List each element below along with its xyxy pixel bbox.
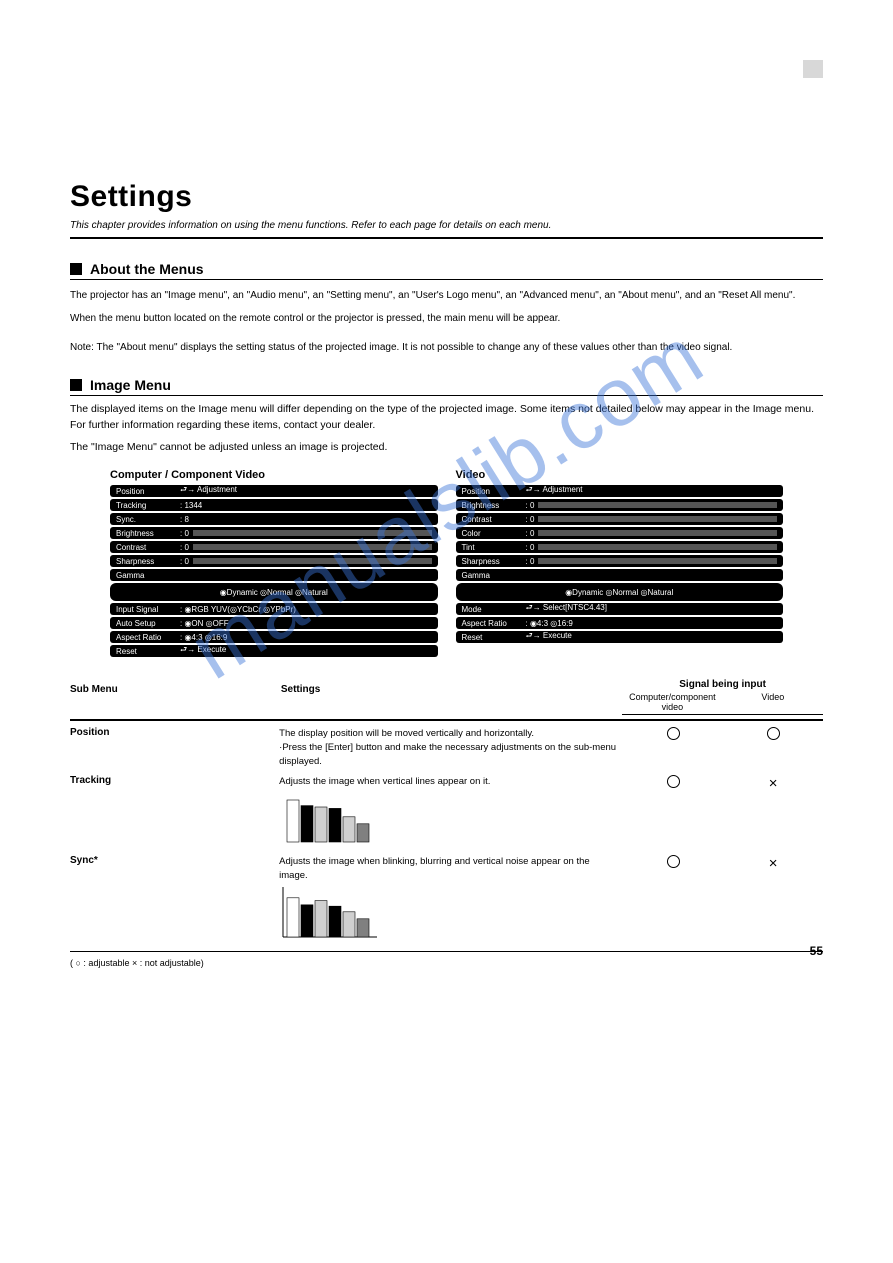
section-head-about: About the Menus xyxy=(70,261,823,277)
osd-row: Sharpness: 0 xyxy=(456,555,784,567)
th-menu: Sub Menu xyxy=(70,684,118,695)
panel-title-video: Video xyxy=(456,469,784,481)
section-head-image: Image Menu xyxy=(70,377,823,393)
osd-row: Brightness: 0 xyxy=(456,499,784,511)
table-head: Sub Menu Settings Signal being input Com… xyxy=(70,675,823,721)
main-title: Settings xyxy=(70,180,823,214)
table-row: PositionThe display position will be mov… xyxy=(70,721,823,768)
osd-row: Gamma xyxy=(456,569,784,581)
section-label-image: Image Menu xyxy=(90,377,171,393)
about-text1: The projector has an "Image menu", an "A… xyxy=(70,288,823,303)
osd-row: Auto Setup: ◉ON ◎OFF xyxy=(110,617,438,629)
osd-row: Aspect Ratio: ◉4:3 ◎16:9 xyxy=(110,631,438,643)
image-lead2: The "Image Menu" cannot be adjusted unle… xyxy=(70,440,823,456)
osd-row: Mode⮐→ Select[NTSC4.43] xyxy=(456,603,784,615)
osd-row: Aspect Ratio: ◉4:3 ◎16:9 xyxy=(456,617,784,629)
subtitle: This chapter provides information on usi… xyxy=(70,220,823,231)
cell-setting: Adjusts the image when vertical lines ap… xyxy=(279,769,624,850)
cell-signal-computer xyxy=(624,849,724,943)
osd-row: Gamma xyxy=(110,569,438,581)
panel-video: Video Position⮐→ Adjustment Brightness: 0… xyxy=(456,469,784,659)
cell-setting: Adjusts the image when blinking, blurrin… xyxy=(279,849,624,943)
osd-row: ◉Dynamic ◎Normal ◎Natural xyxy=(456,583,784,601)
osd-row: Reset⮐→ Execute xyxy=(456,631,784,643)
circle-icon xyxy=(767,727,780,740)
osd-panel-computer: Position⮐→ Adjustment Tracking: 1344 Sync.… xyxy=(110,485,438,657)
cell-menu: Sync* xyxy=(70,849,279,943)
osd-row: Position⮐→ Adjustment xyxy=(110,485,438,497)
cross-icon: × xyxy=(769,855,778,872)
cell-signal-video xyxy=(723,721,823,768)
bar-chart-icon xyxy=(279,792,379,844)
osd-panel-video: Position⮐→ Adjustment Brightness: 0 Contra… xyxy=(456,485,784,643)
osd-row: Contrast: 0 xyxy=(110,541,438,553)
osd-row: Contrast: 0 xyxy=(456,513,784,525)
osd-row: Sync.: 8 xyxy=(110,513,438,525)
section-box-icon xyxy=(70,263,82,275)
table-bottom-rule xyxy=(70,951,823,952)
settings-table: Sub Menu Settings Signal being input Com… xyxy=(70,675,823,968)
table-body: PositionThe display position will be mov… xyxy=(70,721,823,952)
section-rule-image xyxy=(70,395,823,396)
image-lead1: The displayed items on the Image menu wi… xyxy=(70,402,823,434)
th-vid: Video xyxy=(723,690,823,714)
cell-menu: Tracking xyxy=(70,769,279,850)
osd-row: Sharpness: 0 xyxy=(110,555,438,567)
page-tab xyxy=(803,60,823,78)
cross-icon: × xyxy=(769,775,778,792)
circle-icon xyxy=(667,775,680,788)
osd-row: Tint: 0 xyxy=(456,541,784,553)
cell-setting: The display position will be moved verti… xyxy=(279,721,624,768)
title-rule xyxy=(70,237,823,239)
circle-icon xyxy=(667,727,680,740)
section-label-about: About the Menus xyxy=(90,261,204,277)
cell-signal-computer xyxy=(624,769,724,850)
about-text2: When the menu button located on the remo… xyxy=(70,311,823,326)
cell-signal-video: × xyxy=(723,849,823,943)
th-comp: Computer/component video xyxy=(622,690,722,714)
cell-menu: Position xyxy=(70,721,279,768)
table-legend: ( ○ : adjustable × : not adjustable) xyxy=(70,958,823,968)
osd-row: ◉Dynamic ◎Normal ◎Natural xyxy=(110,583,438,601)
page-number: 55 xyxy=(810,944,823,958)
cell-signal-computer xyxy=(624,721,724,768)
osd-row: Reset⮐→ Execute xyxy=(110,645,438,657)
table-row: TrackingAdjusts the image when vertical … xyxy=(70,769,823,850)
osd-row: Input Signal: ◉RGB YUV(◎YCbCr ◎YPbPr) xyxy=(110,603,438,615)
table-row: Sync*Adjusts the image when blinking, bl… xyxy=(70,849,823,943)
th-sig: Signal being input xyxy=(622,679,823,690)
bar-chart-icon xyxy=(279,887,379,939)
circle-icon xyxy=(667,855,680,868)
osd-row: Brightness: 0 xyxy=(110,527,438,539)
about-note: Note: The "About menu" displays the sett… xyxy=(70,342,732,353)
section-rule-about xyxy=(70,279,823,280)
osd-row: Position⮐→ Adjustment xyxy=(456,485,784,497)
section-box-icon xyxy=(70,379,82,391)
title-block: Settings This chapter provides informati… xyxy=(70,180,823,239)
panel-title-computer: Computer / Component Video xyxy=(110,469,438,481)
osd-row: Tracking: 1344 xyxy=(110,499,438,511)
osd-row: Color: 0 xyxy=(456,527,784,539)
cell-signal-video: × xyxy=(723,769,823,850)
osd-panels: Computer / Component Video Position⮐→ Ad… xyxy=(70,469,823,659)
th-set: Settings xyxy=(281,684,320,695)
panel-computer: Computer / Component Video Position⮐→ Ad… xyxy=(110,469,438,659)
